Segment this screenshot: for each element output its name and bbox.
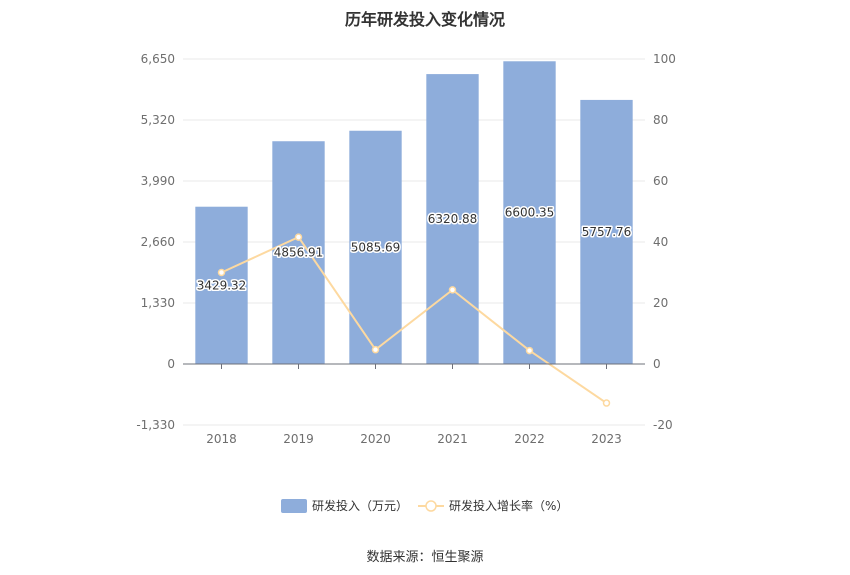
y-right-tick-label: 40 xyxy=(653,235,668,249)
legend-line-label[interactable]: 研发投入增长率（%） xyxy=(449,498,568,513)
bar-data-label: 5085.69 xyxy=(351,240,401,254)
y-left-tick-label: 2,660 xyxy=(141,235,175,249)
bar[interactable] xyxy=(195,206,248,364)
y-right-tick-label: 60 xyxy=(653,174,668,188)
bar[interactable] xyxy=(580,99,633,364)
x-tick-label: 2018 xyxy=(206,432,237,446)
bar-data-label: 3429.32 xyxy=(197,278,247,292)
y-right-tick-label: 80 xyxy=(653,113,668,127)
x-tick-label: 2019 xyxy=(283,432,314,446)
bar-data-labels: 3429.32 4856.91 5085.69 6320.88 6600.35 5757.… xyxy=(195,204,633,294)
line-series xyxy=(217,233,611,407)
bar-data-label: 5757.76 xyxy=(582,225,632,239)
legend-bar-label[interactable]: 研发投入（万元） xyxy=(312,498,408,513)
line-point[interactable] xyxy=(294,233,303,241)
bar[interactable] xyxy=(503,61,556,364)
grid-lines xyxy=(183,58,645,426)
bar[interactable] xyxy=(272,141,325,364)
line-point[interactable] xyxy=(448,286,457,294)
y-right-tick-label: 20 xyxy=(653,296,668,310)
bar[interactable] xyxy=(426,74,479,365)
y-left-tick-label: -1,330 xyxy=(136,418,175,432)
line-point[interactable] xyxy=(602,399,611,407)
legend-line-marker xyxy=(425,500,437,512)
y-right-tick-label: 100 xyxy=(653,52,676,66)
growth-line xyxy=(221,235,608,404)
x-tick-label: 2023 xyxy=(591,432,622,446)
axes: -1,330 -20 0 0 1,330 20 2,660 40 3,990 60 5,320 80 6… xyxy=(136,52,676,446)
y-left-tick-label: 3,990 xyxy=(141,174,175,188)
y-left-tick-label: 0 xyxy=(167,357,175,371)
y-left-tick-label: 6,650 xyxy=(141,52,175,66)
x-tick-label: 2020 xyxy=(360,432,391,446)
y-right-tick-label: 0 xyxy=(653,357,661,371)
bar-data-label: 6600.35 xyxy=(505,206,555,220)
source-note: 数据来源：恒生聚源 xyxy=(366,550,484,565)
y-left-tick-label: 1,330 xyxy=(141,296,175,310)
x-tick-label: 2022 xyxy=(514,432,545,446)
line-point[interactable] xyxy=(217,268,226,277)
line-point[interactable] xyxy=(371,345,380,354)
legend: 研发投入（万元） 研发投入增长率（%） xyxy=(281,498,568,513)
line-point[interactable] xyxy=(525,346,534,355)
y-right-tick-label: -20 xyxy=(653,418,673,432)
bar-data-label: 4856.91 xyxy=(274,246,324,260)
x-tick-label: 2021 xyxy=(437,432,468,446)
bar-data-label: 6320.88 xyxy=(428,212,478,226)
bar-series xyxy=(195,61,633,365)
legend-bar-swatch[interactable] xyxy=(281,499,307,513)
chart-title: 历年研发投入变化情况 xyxy=(344,10,505,29)
y-left-tick-label: 5,320 xyxy=(141,113,175,127)
